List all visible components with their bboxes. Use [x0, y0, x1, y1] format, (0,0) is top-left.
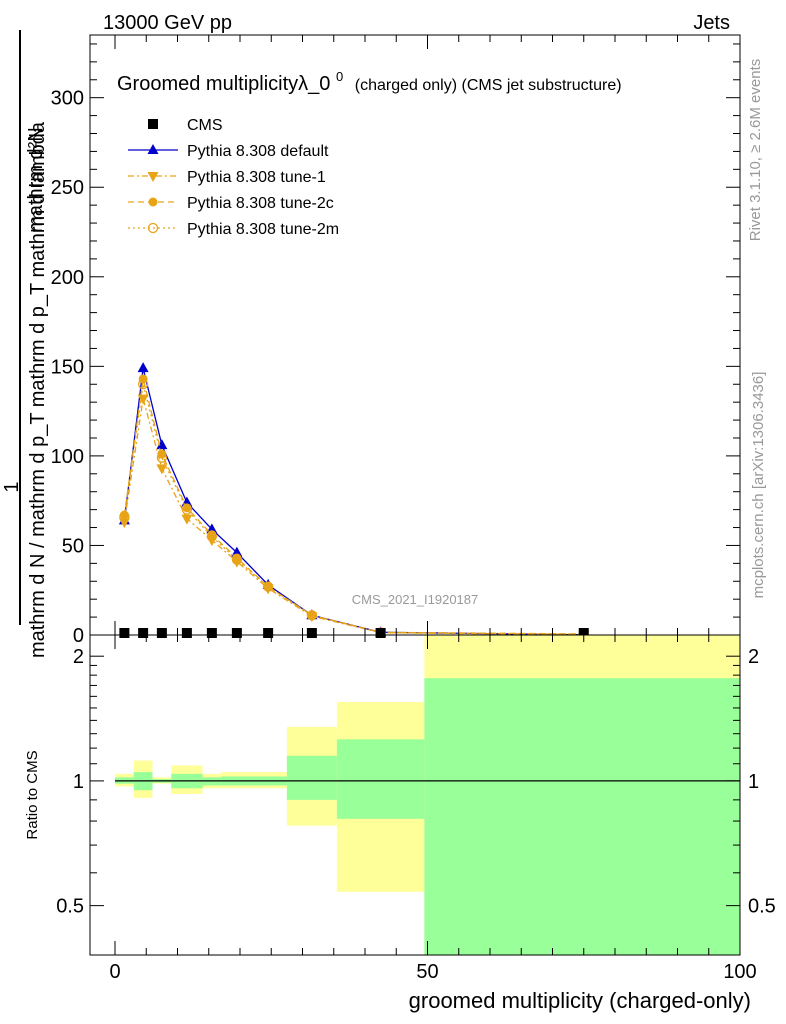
uncertainty-band-inner — [424, 678, 740, 955]
category-label: Jets — [693, 12, 730, 34]
data-point — [157, 449, 167, 459]
legend-marker — [147, 144, 159, 154]
y-tick-label: 250 — [51, 177, 84, 199]
mcplots-label: mcplots.cern.ch [arXiv:1306.3436] — [750, 372, 767, 599]
uncertainty-band-inner — [336, 739, 425, 819]
legend-entry: Pythia 8.308 tune-2c — [128, 195, 334, 212]
data-point — [206, 523, 218, 534]
data-point — [263, 628, 274, 638]
chart-title-suffix: (charged only) (CMS jet substructure) — [355, 77, 622, 94]
y-axis-label: 1 mathrm d²N mathrm d N / mathrm d p_T m… — [1, 30, 49, 658]
legend-entry: Pythia 8.308 default — [128, 143, 329, 160]
analysis-watermark: CMS_2021_I1920187 — [352, 592, 479, 607]
legend-label: Pythia 8.308 default — [187, 143, 329, 160]
data-point — [137, 379, 149, 390]
legend-marker — [148, 197, 158, 207]
data-point — [262, 581, 274, 592]
data-point — [119, 628, 130, 638]
x-tick-label: 100 — [723, 961, 756, 983]
data-point — [156, 452, 168, 463]
y-axis-label-top: 1 — [1, 481, 23, 492]
chart-title: Groomed multiplicityλ_0 0 (charged only)… — [117, 64, 622, 95]
y-tick-label: 100 — [51, 446, 84, 468]
data-point — [138, 628, 149, 638]
uncertainty-band-inner — [286, 755, 337, 800]
legend-marker — [147, 172, 159, 182]
chart-title-sup: 0 — [336, 69, 343, 84]
ratio-y-tick-label: 1 — [73, 771, 84, 793]
rivet-version-label: Rivet 3.1.10, ≥ 2.6M events — [747, 59, 764, 242]
data-point — [156, 628, 167, 638]
data-point — [156, 464, 168, 475]
x-axis-label: groomed multiplicity (charged-only) — [409, 988, 751, 1013]
ratio-panel: 0.5 0.5 1 1 2 2 0 50 100 Ratio to CMS groomed mu… — [24, 634, 776, 1013]
ratio-frame — [89, 634, 741, 956]
data-point — [156, 439, 168, 450]
y-tick-label: 50 — [62, 535, 84, 557]
ratio-y-tick-label-right: 0.5 — [748, 896, 776, 918]
ratio-y-tick-label: 0.5 — [56, 896, 84, 918]
x-tick-label: 50 — [416, 961, 438, 983]
main-panel: 0 50 100 150 200 250 300 Groomed multiplicityλ… — [1, 30, 741, 658]
legend-label: Pythia 8.308 tune-1 — [187, 169, 326, 186]
data-point — [138, 374, 148, 384]
y-tick-label: 150 — [51, 356, 84, 378]
ratio-y-tick-label: 2 — [73, 646, 84, 668]
data-point — [181, 628, 192, 638]
y-tick-label: 200 — [51, 267, 84, 289]
data-point — [206, 628, 217, 638]
series-line — [123, 378, 584, 635]
data-point — [119, 511, 130, 522]
ratio-y-axis-label: Ratio to CMS — [24, 750, 41, 839]
legend-label: CMS — [187, 117, 223, 134]
y-tick-label: 0 — [73, 625, 84, 647]
legend-marker — [147, 222, 159, 234]
data-point — [231, 554, 243, 565]
data-point — [375, 628, 386, 638]
series-line — [123, 384, 584, 635]
legend-entry: CMS — [148, 117, 223, 134]
data-point — [181, 504, 193, 515]
y-axis-label-numerator: mathrm d²N — [25, 127, 47, 233]
data-point — [181, 514, 193, 525]
data-point — [306, 610, 318, 621]
data-point — [137, 362, 149, 373]
legend-marker — [148, 119, 158, 129]
data-point — [306, 628, 317, 638]
ratio-y-tick-label-right: 2 — [748, 646, 759, 668]
data-point — [231, 546, 243, 557]
legend-label: Pythia 8.308 tune-2m — [187, 221, 339, 238]
series-cms — [119, 628, 589, 638]
legend-entry: Pythia 8.308 tune-2m — [128, 221, 339, 238]
y-axis-label-denominator: mathrm d N / mathrm d p_T mathrm d p_T m… — [27, 121, 49, 658]
data-point — [231, 628, 242, 638]
legend-label: Pythia 8.308 tune-2c — [187, 195, 334, 212]
chart-title-main: Groomed multiplicityλ_0 — [117, 73, 330, 95]
x-tick-label: 0 — [109, 961, 120, 983]
data-point — [206, 531, 218, 542]
energy-label: 13000 GeV pp — [103, 12, 232, 34]
ratio-y-tick-label-right: 1 — [748, 771, 759, 793]
legend-entry: Pythia 8.308 tune-1 — [128, 169, 326, 186]
y-tick-label: 300 — [51, 88, 84, 110]
legend: CMS Pythia 8.308 default Pythia 8.308 tune… — [128, 117, 339, 238]
